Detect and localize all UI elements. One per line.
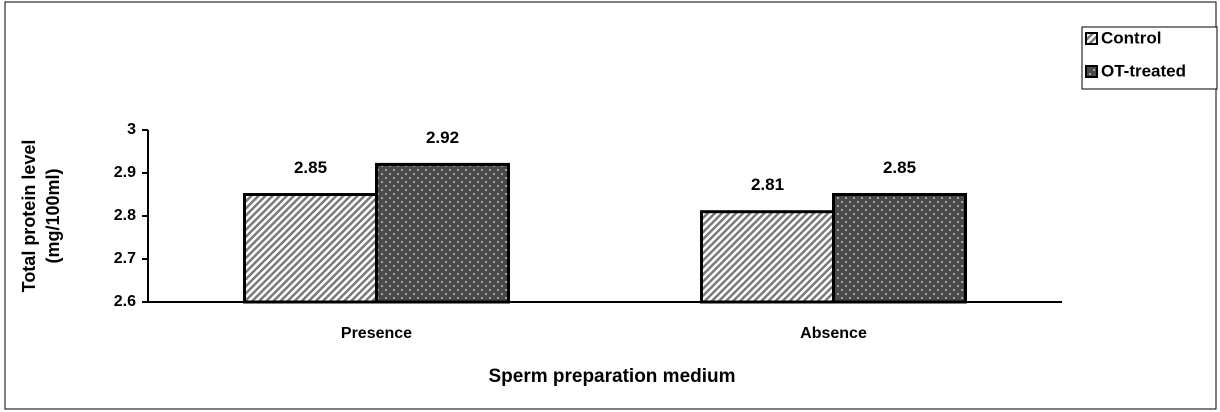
y-axis-label: (mg/100ml) — [43, 168, 63, 263]
value-label: 2.81 — [751, 175, 784, 194]
legend-swatch — [1085, 32, 1098, 45]
x-tick-label: Absence — [800, 325, 867, 342]
legend-label: OT-treated — [1101, 61, 1186, 80]
y-tick-label: 2.6 — [114, 293, 136, 310]
value-label: 2.92 — [426, 128, 459, 147]
y-tick-label: 2.9 — [114, 164, 136, 181]
legend-box — [1081, 26, 1218, 90]
chart-frame — [4, 1, 1217, 410]
x-axis-label: Sperm preparation medium — [488, 366, 735, 387]
y-tick-label: 2.8 — [114, 207, 136, 224]
legend-label: Control — [1101, 28, 1161, 47]
bar — [243, 193, 378, 304]
x-tick-label: Presence — [341, 325, 412, 342]
bar — [700, 210, 835, 304]
legend-swatch — [1085, 65, 1098, 78]
value-label: 2.85 — [294, 158, 327, 177]
bar — [375, 162, 510, 304]
y-axis-label: Total protein level — [19, 140, 39, 293]
y-tick-label: 3 — [127, 121, 136, 138]
bar — [832, 193, 967, 304]
value-label: 2.85 — [883, 158, 916, 177]
y-tick-label: 2.7 — [114, 250, 136, 267]
